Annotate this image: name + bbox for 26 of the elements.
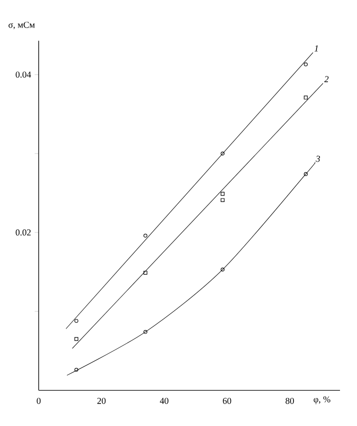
point: [304, 62, 308, 66]
point: [144, 330, 148, 334]
series-label: 1: [314, 45, 318, 52]
y-axis-title: σ, мСм: [8, 22, 35, 30]
point: [304, 96, 308, 100]
point: [144, 270, 148, 275]
point: [220, 198, 225, 202]
x-tick-label: 80: [286, 398, 294, 404]
y-tick-label: 0.02: [16, 229, 31, 236]
x-tick-label: 60: [222, 398, 232, 404]
point: [144, 234, 148, 238]
point: [304, 172, 308, 176]
x-tick-label: 20: [97, 398, 106, 404]
point: [220, 268, 225, 272]
x-tick-label: 40: [160, 398, 168, 404]
series-label: 3: [316, 156, 320, 162]
point: [220, 152, 225, 156]
point: [220, 192, 225, 196]
point: [74, 318, 78, 323]
x-axis-title: φ, %: [314, 396, 330, 404]
series-label: 2: [324, 76, 329, 82]
y-tick-label: 0.04: [16, 72, 32, 78]
point: [74, 337, 78, 341]
point: [74, 368, 78, 372]
line-series: [66, 162, 315, 376]
x-tick-label: 0: [36, 398, 41, 404]
